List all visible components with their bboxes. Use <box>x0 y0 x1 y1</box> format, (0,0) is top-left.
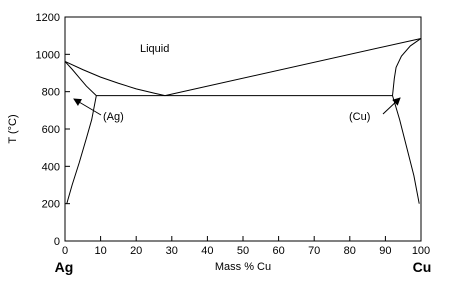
x-tick-label: 10 <box>94 245 106 257</box>
phase-boundary <box>392 95 420 204</box>
y-tick-label: 800 <box>42 87 60 99</box>
arrow <box>382 97 401 115</box>
y-axis-label: T (°C) <box>7 114 19 143</box>
x-tick-label: 50 <box>237 245 249 257</box>
phase-boundary <box>64 60 166 97</box>
x-tick-label: 100 <box>412 245 430 257</box>
y-tick-label: 1200 <box>36 12 60 24</box>
annotation: (Ag) <box>103 111 124 123</box>
annotation: Liquid <box>140 43 169 55</box>
arrow <box>73 98 102 116</box>
phase-boundary <box>164 37 422 97</box>
x-tick-label: 60 <box>272 245 284 257</box>
left-label: Ag <box>55 259 74 275</box>
y-tick-label: 200 <box>42 199 60 211</box>
y-tick-label: 0 <box>54 236 60 248</box>
y-tick-label: 1000 <box>36 49 60 61</box>
x-tick-label: 30 <box>166 245 178 257</box>
y-tick-label: 400 <box>42 161 60 173</box>
x-tick-label: 40 <box>201 245 213 257</box>
phase-boundary <box>392 38 422 96</box>
x-tick-label: 20 <box>130 245 142 257</box>
y-tick-label: 600 <box>42 124 60 136</box>
x-tick-label: 90 <box>379 245 391 257</box>
x-tick-label: 80 <box>344 245 356 257</box>
x-tick-label: 0 <box>62 245 68 257</box>
annotation: (Cu) <box>349 111 370 123</box>
x-axis-label: Mass % Cu <box>215 261 271 273</box>
x-tick-label: 70 <box>308 245 320 257</box>
phase-boundary <box>64 61 97 96</box>
phase-boundary <box>66 95 97 204</box>
right-label: Cu <box>413 259 432 275</box>
